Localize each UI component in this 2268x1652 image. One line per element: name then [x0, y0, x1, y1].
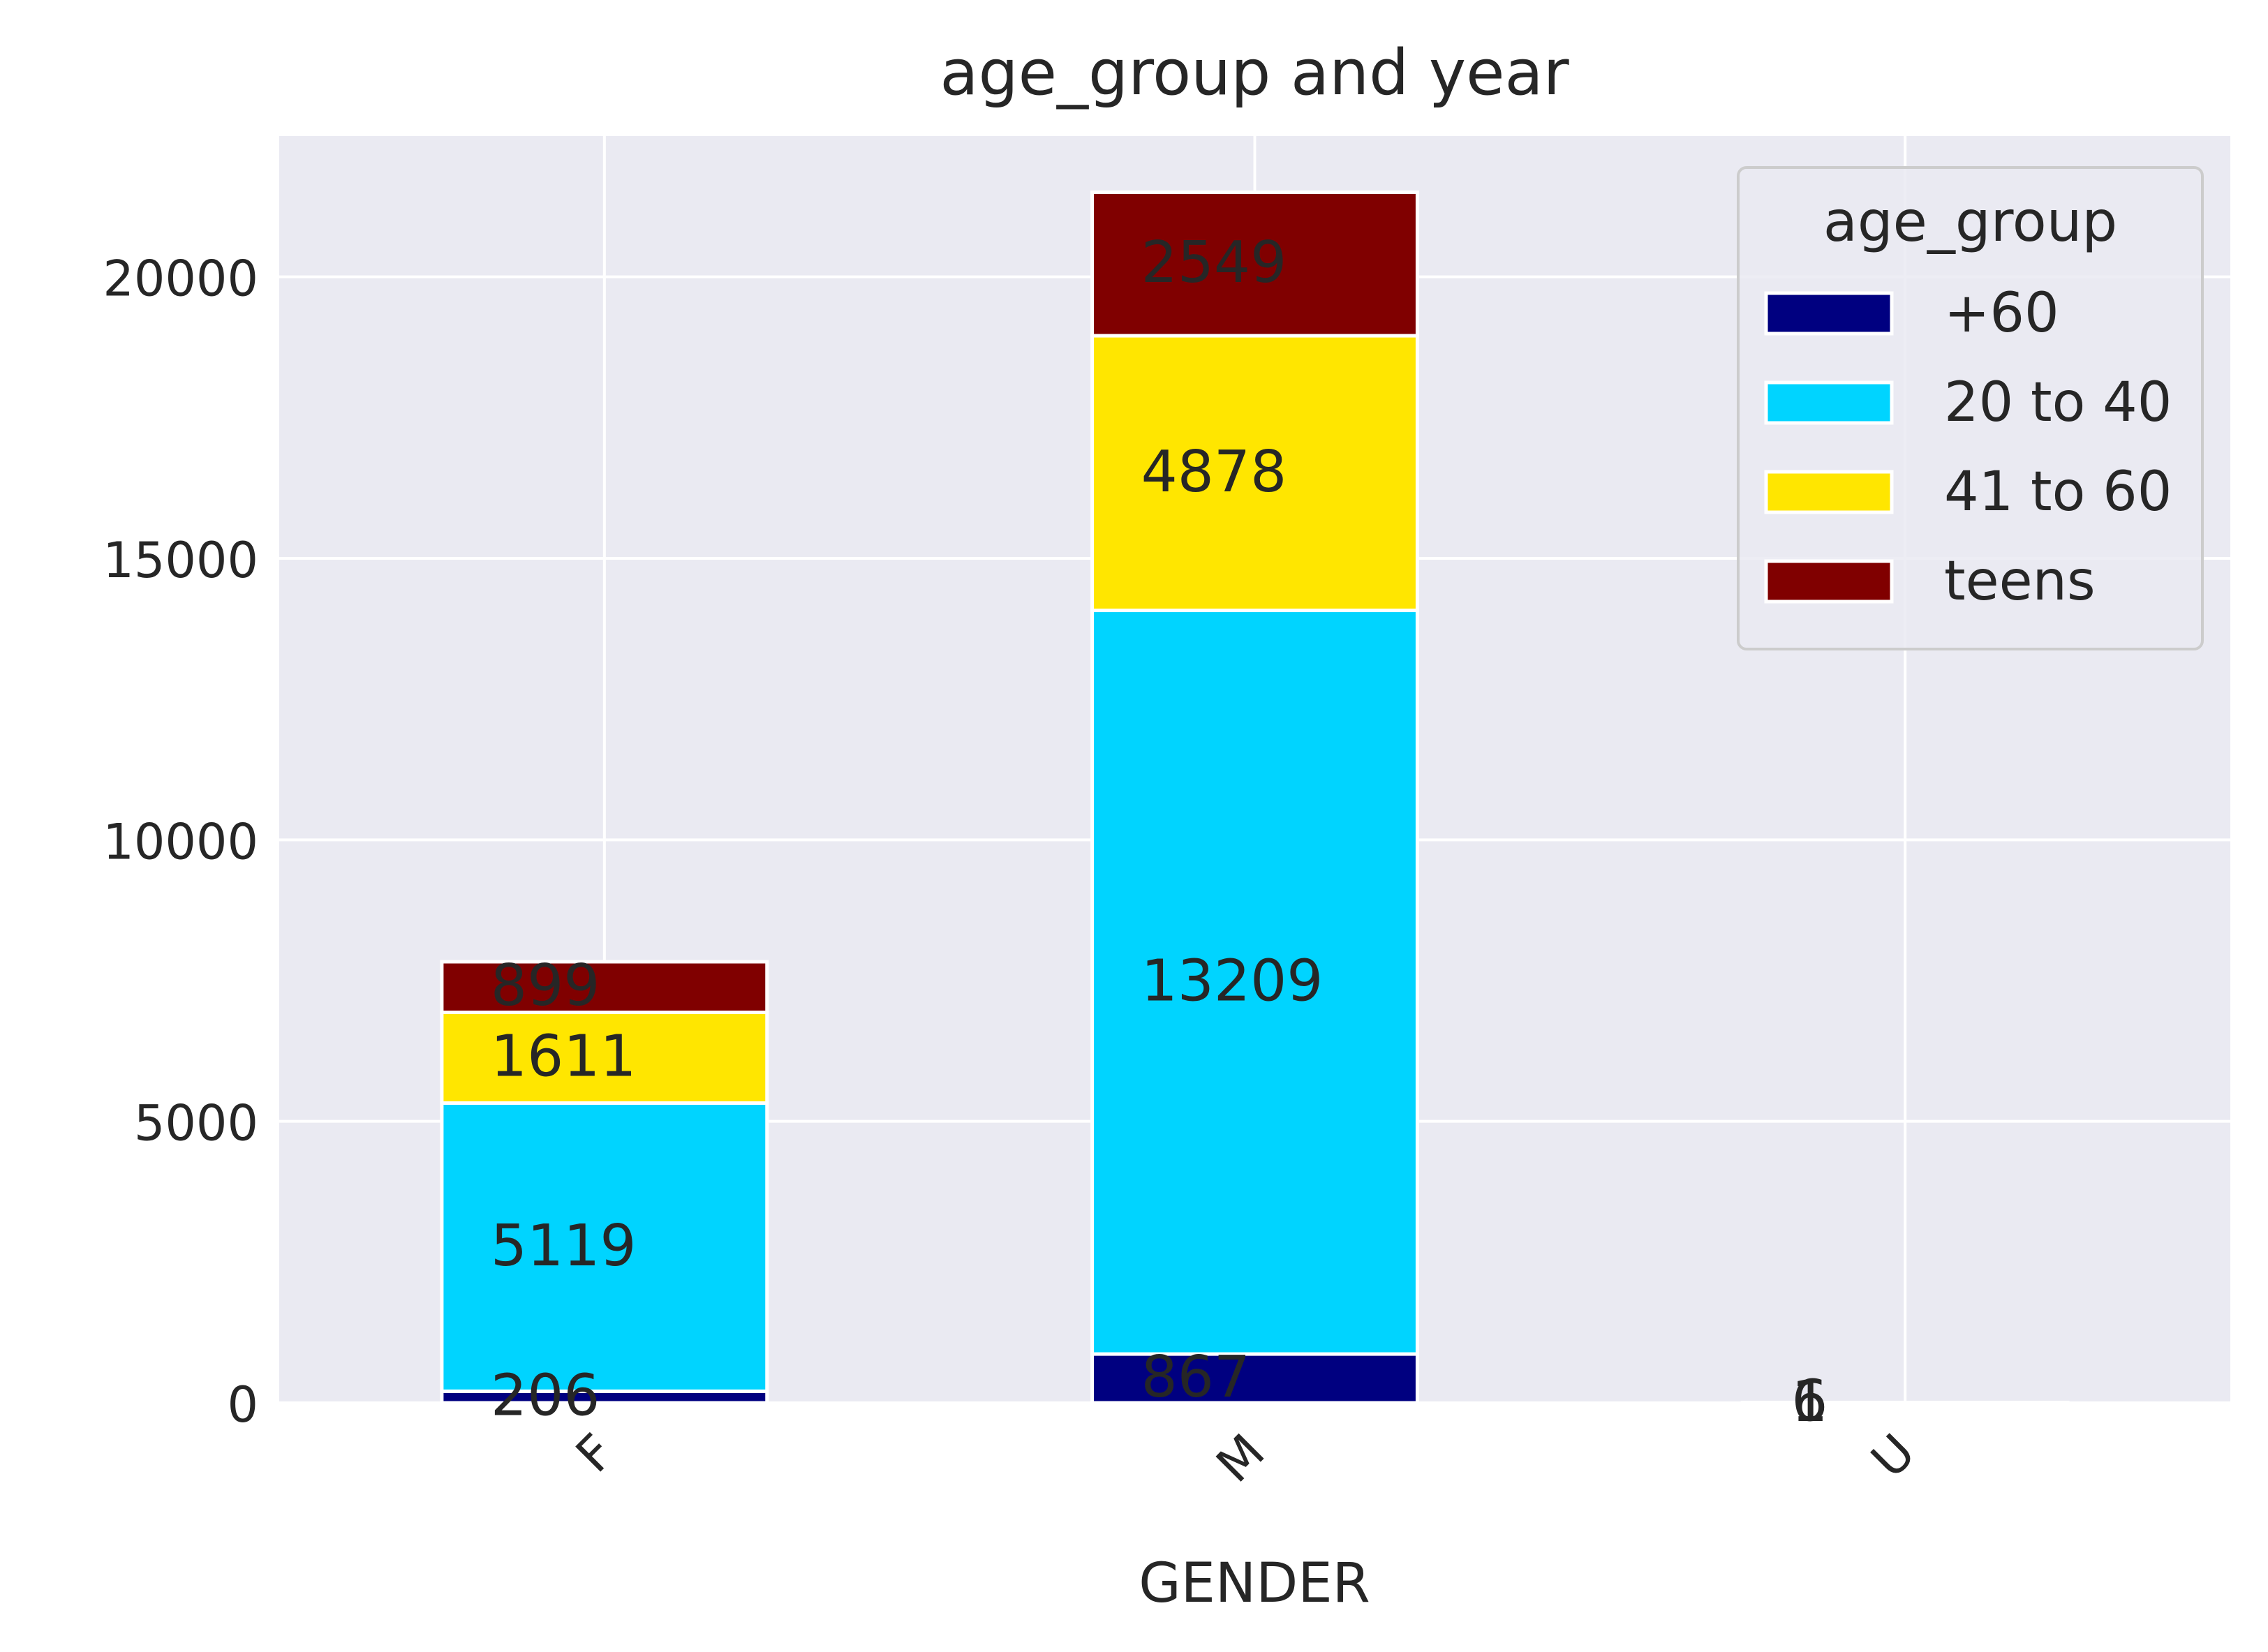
data-label: 5119 — [491, 1213, 637, 1279]
legend-title: age_group — [1823, 189, 2117, 254]
bars — [440, 190, 2070, 1405]
legend-swatch — [1764, 380, 1894, 425]
data-label: 2549 — [1141, 230, 1287, 296]
data-label: 6 — [1791, 1369, 1828, 1435]
y-tick-label: 10000 — [103, 813, 258, 870]
bar-segment — [1090, 334, 1419, 613]
data-label: 1 — [1791, 1369, 1828, 1435]
legend-entry: 41 to 60 — [1944, 461, 2172, 523]
y-tick-label: 15000 — [103, 532, 258, 589]
bar-segment — [440, 1010, 769, 1105]
y-tick-label: 5000 — [134, 1095, 258, 1152]
data-label: 13209 — [1141, 948, 1324, 1014]
legend-swatch — [1764, 291, 1894, 336]
legend-swatch — [1764, 470, 1894, 514]
y-tick-label: 20000 — [103, 251, 258, 308]
legend: age_group +60 20 to 40 41 to 60 teens — [1737, 166, 2204, 650]
data-label: 206 — [491, 1363, 600, 1429]
legend-swatch — [1764, 559, 1894, 604]
data-label: 899 — [491, 953, 600, 1019]
bar-segment — [440, 960, 769, 1014]
legend-entry: +60 — [1944, 282, 2059, 345]
bar-segment — [1090, 609, 1419, 1356]
x-axis-label: GENDER — [1139, 1552, 1370, 1615]
legend-frame — [1737, 166, 2204, 650]
bar-segment — [1090, 190, 1419, 338]
y-tick-label: 0 — [227, 1376, 258, 1434]
bar-segment — [1090, 1352, 1419, 1405]
data-label: 4878 — [1141, 439, 1287, 505]
data-label: 867 — [1141, 1344, 1251, 1411]
legend-entry: teens — [1944, 550, 2096, 613]
legend-entry: 20 to 40 — [1944, 371, 2172, 434]
data-label: 1611 — [491, 1023, 637, 1089]
chart-title: age_group and year — [940, 36, 1569, 110]
bar-segment — [440, 1101, 769, 1393]
